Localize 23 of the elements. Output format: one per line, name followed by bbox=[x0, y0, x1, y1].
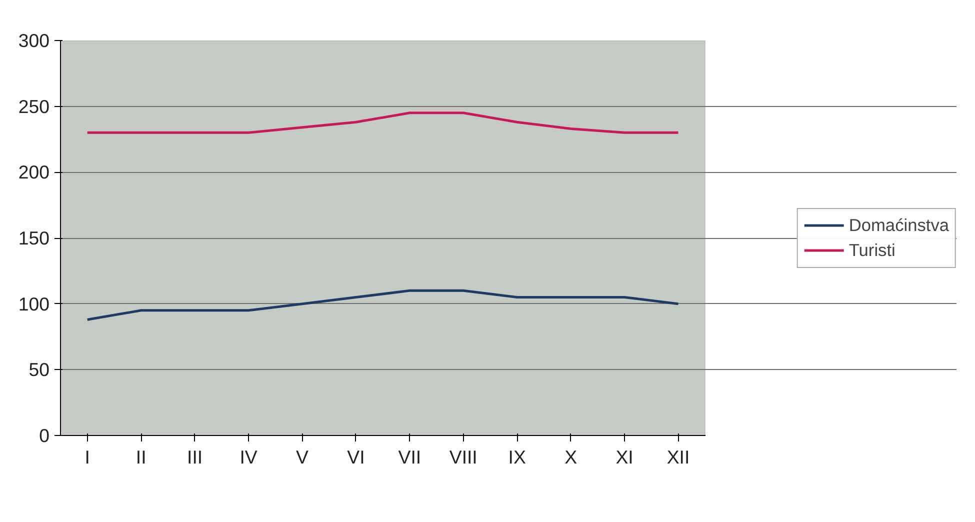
x-tick-label: VIII bbox=[449, 446, 478, 468]
x-tick-label: X bbox=[564, 446, 578, 468]
x-tick-label: V bbox=[296, 446, 310, 468]
y-tick-label: 150 bbox=[18, 228, 50, 248]
x-tick-label: XI bbox=[616, 446, 634, 468]
line-series bbox=[86, 112, 680, 134]
y-tick-label: 250 bbox=[18, 96, 50, 117]
y-tick-label: 0 bbox=[39, 425, 50, 446]
x-tick-label: VII bbox=[398, 446, 422, 468]
y-tick-label: 200 bbox=[18, 162, 50, 183]
y-tick-label: 100 bbox=[18, 293, 50, 314]
x-tick-label: XII bbox=[666, 446, 690, 468]
x-tick-label: II bbox=[136, 446, 146, 468]
x-tick-label: IX bbox=[508, 446, 526, 468]
x-tick-label: I bbox=[84, 446, 90, 468]
x-tick-label: IV bbox=[240, 446, 258, 468]
x-tick-label: III bbox=[187, 446, 203, 468]
y-tick-label: 300 bbox=[18, 30, 50, 51]
legend-label: Turisti bbox=[848, 240, 896, 260]
y-tick-label: 50 bbox=[28, 359, 50, 380]
legend-label: Domaćinstva bbox=[848, 214, 949, 236]
x-tick-label: VI bbox=[347, 446, 365, 468]
line-series bbox=[86, 289, 680, 321]
